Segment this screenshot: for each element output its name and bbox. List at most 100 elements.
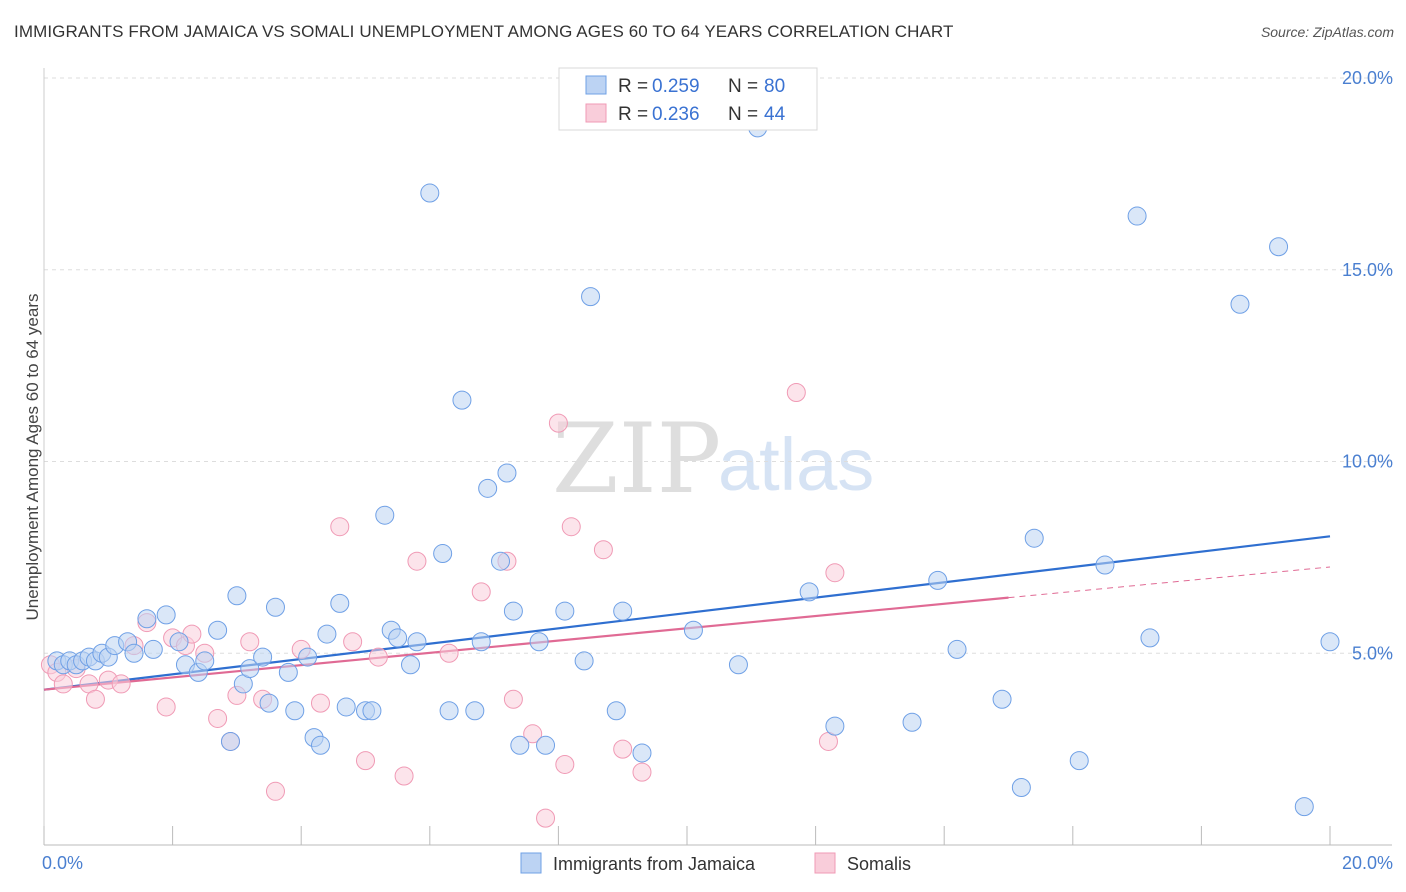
- jamaica-point: [169, 632, 189, 652]
- somali-point: [536, 808, 556, 828]
- legend-n-label-somali: N =: [728, 104, 758, 125]
- jamaica-point: [1011, 777, 1031, 797]
- jamaica-point: [928, 570, 948, 590]
- somali-point: [593, 540, 613, 560]
- legend-r-value-jamaica: 0.259: [652, 76, 700, 97]
- jamaica-point: [1230, 294, 1250, 314]
- jamaica-point: [529, 632, 549, 652]
- somali-point: [523, 724, 543, 744]
- bottom-legend-swatch-somali: [814, 852, 836, 874]
- somali-point: [471, 582, 491, 602]
- somali-point: [613, 739, 633, 759]
- jamaica-point: [510, 735, 530, 755]
- axes: [43, 68, 1392, 846]
- somali-point: [439, 643, 459, 663]
- somali-point: [503, 689, 523, 709]
- somali-point: [368, 647, 388, 667]
- legend-swatch-somali: [585, 103, 607, 123]
- jamaica-point: [298, 647, 318, 667]
- jamaica-point: [137, 609, 157, 629]
- jamaica-point: [947, 639, 967, 659]
- jamaica-point: [632, 743, 652, 763]
- jamaica-point: [285, 701, 305, 721]
- jamaica-point: [227, 586, 247, 606]
- bottom-legend-swatch-jamaica: [520, 852, 542, 874]
- jamaica-point: [452, 390, 472, 410]
- somali-point: [786, 382, 806, 402]
- tick-labels: 5.0% 10.0% 15.0% 20.0% 0.0% 20.0%: [42, 68, 1393, 873]
- jamaica-point: [503, 601, 523, 621]
- somali-point: [825, 563, 845, 583]
- legend-n-value-jamaica: 80: [764, 76, 785, 97]
- jamaica-point: [683, 620, 703, 640]
- jamaica-point: [471, 632, 491, 652]
- somali-point: [548, 413, 568, 433]
- y-tick-label: 20.0%: [1342, 68, 1393, 88]
- y-tick-label: 10.0%: [1342, 452, 1393, 472]
- legend-n-value-somali: 44: [764, 104, 786, 125]
- jamaica-point: [1269, 237, 1289, 257]
- legend-r-value-somali: 0.236: [652, 104, 700, 125]
- legend: R = 0.259 N = 80 R = 0.236 N = 44: [558, 67, 818, 131]
- jamaica-point: [1294, 797, 1314, 817]
- jamaica-point: [336, 697, 356, 717]
- jamaica-point: [465, 701, 485, 721]
- y-tick-label: 15.0%: [1342, 260, 1393, 280]
- watermark: ZIP atlas: [552, 403, 874, 515]
- jamaica-point: [1095, 555, 1115, 575]
- somali-point: [561, 517, 581, 537]
- somali-point: [632, 762, 652, 782]
- bottom-legend-label-somali: Somalis: [847, 854, 911, 874]
- jamaica-point: [407, 632, 427, 652]
- jamaica-point: [220, 731, 240, 751]
- jamaica-point: [330, 593, 350, 613]
- somali-point: [394, 766, 414, 786]
- somali-point: [208, 708, 228, 728]
- jamaica-point: [240, 659, 260, 679]
- jamaica-point: [278, 662, 298, 682]
- jamaica-point: [317, 624, 337, 644]
- jamaica-point: [124, 643, 144, 663]
- somali-point: [356, 751, 375, 771]
- jamaica-point: [574, 651, 594, 671]
- legend-r-label-somali: R =: [618, 104, 648, 125]
- jamaica-point: [433, 544, 453, 564]
- jamaica-point: [208, 620, 228, 640]
- legend-r-label-jamaica: R =: [618, 76, 648, 97]
- x-tick-label: 20.0%: [1342, 853, 1393, 873]
- somali-point: [156, 697, 176, 717]
- somali-point: [240, 632, 260, 652]
- jamaica-point: [536, 735, 556, 755]
- jamaica-point: [401, 655, 421, 675]
- trend-lines: [43, 535, 1331, 691]
- jamaica-point: [1127, 206, 1147, 226]
- legend-swatch-jamaica: [585, 75, 607, 95]
- jamaica-point: [420, 183, 440, 203]
- jamaica-trend-line: [43, 535, 1331, 691]
- watermark-atlas: atlas: [718, 423, 874, 506]
- jamaica-point: [362, 701, 382, 721]
- jamaica-point: [902, 712, 922, 732]
- jamaica-point: [728, 655, 748, 675]
- jamaica-point: [491, 551, 511, 571]
- somali-point: [343, 632, 363, 652]
- y-tick-label: 5.0%: [1352, 643, 1393, 663]
- somali-point: [265, 781, 285, 801]
- somali-point: [85, 689, 105, 709]
- jamaica-point: [143, 639, 163, 659]
- jamaica-point: [613, 601, 633, 621]
- somali-trend-extension: [1008, 566, 1331, 599]
- jamaica-point: [310, 735, 330, 755]
- jamaica-point: [478, 478, 498, 498]
- bottom-legend-label-jamaica: Immigrants from Jamaica: [553, 854, 756, 874]
- jamaica-point: [992, 689, 1012, 709]
- jamaica-point: [1024, 528, 1044, 548]
- jamaica-point: [497, 463, 517, 483]
- jamaica-point: [259, 693, 279, 713]
- jamaica-point: [1069, 751, 1089, 771]
- jamaica-point: [156, 605, 176, 625]
- jamaica-point: [1140, 628, 1160, 648]
- chart-title: IMMIGRANTS FROM JAMAICA VS SOMALI UNEMPL…: [14, 22, 954, 41]
- somali-point: [111, 674, 131, 694]
